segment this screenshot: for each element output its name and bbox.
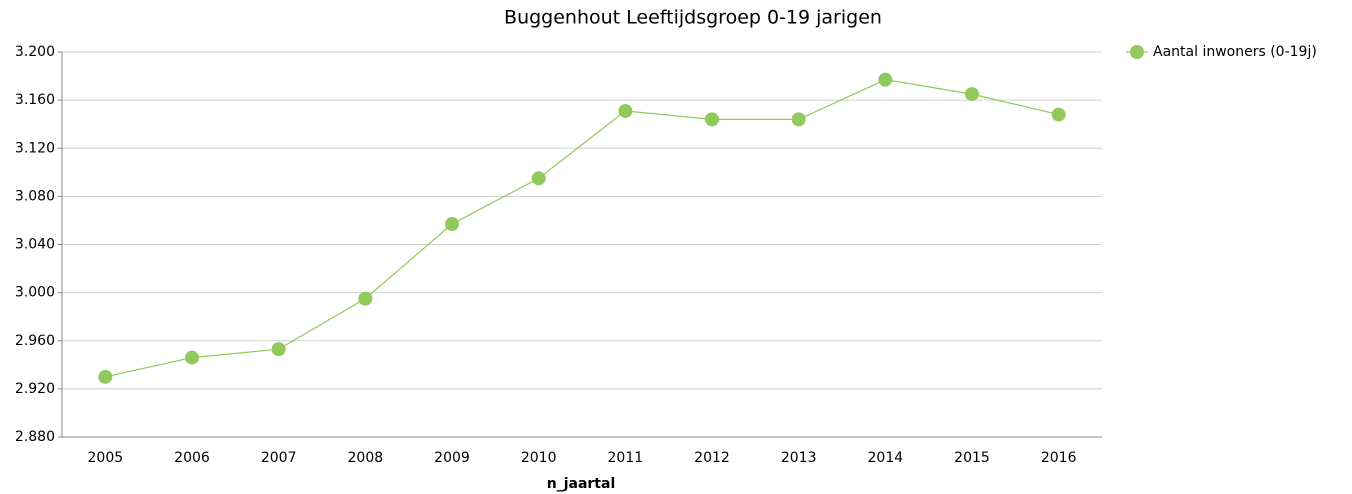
data-point: [791, 112, 806, 127]
series-line: [105, 79, 1059, 378]
x-tick-label: 2008: [348, 450, 384, 466]
x-tick-label: 2005: [88, 450, 124, 466]
x-tick-label: 2011: [608, 450, 644, 466]
y-tick-label: 3.000: [15, 285, 55, 301]
y-tick-label: 2.960: [15, 333, 55, 349]
y-tick-label: 3.040: [15, 237, 55, 253]
y-tick-label: 3.160: [15, 92, 55, 108]
legend-marker: [1130, 45, 1144, 59]
data-point: [1051, 107, 1066, 122]
data-point: [878, 72, 893, 87]
x-tick-label: 2013: [781, 450, 817, 466]
data-point: [531, 171, 546, 186]
x-tick-label: 2014: [868, 450, 904, 466]
data-point: [271, 342, 286, 357]
x-tick-label: 2007: [261, 450, 297, 466]
y-tick-label: 2.920: [15, 381, 55, 397]
chart-title: Buggenhout Leeftijdsgroep 0-19 jarigen: [504, 7, 882, 29]
data-point: [98, 369, 113, 384]
data-point: [618, 103, 633, 118]
y-tick-label: 3.080: [15, 188, 55, 204]
y-tick-label: 2.880: [15, 429, 55, 445]
data-point: [358, 291, 373, 306]
y-tick-label: 3.200: [15, 44, 55, 60]
x-tick-label: 2016: [1041, 450, 1077, 466]
data-point: [965, 87, 979, 102]
y-tick-label: 3.120: [15, 140, 55, 156]
data-point: [445, 217, 459, 232]
x-tick-label: 2009: [434, 450, 470, 466]
data-point: [705, 112, 719, 127]
x-tick-label: 2015: [954, 450, 990, 466]
legend-label: Aantal inwoners (0-19j): [1153, 44, 1317, 60]
x-tick-label: 2010: [521, 450, 557, 466]
x-axis-label: n_jaartal: [547, 476, 616, 492]
data-point: [185, 350, 199, 365]
x-tick-label: 2012: [694, 450, 730, 466]
x-tick-label: 2006: [174, 450, 210, 466]
